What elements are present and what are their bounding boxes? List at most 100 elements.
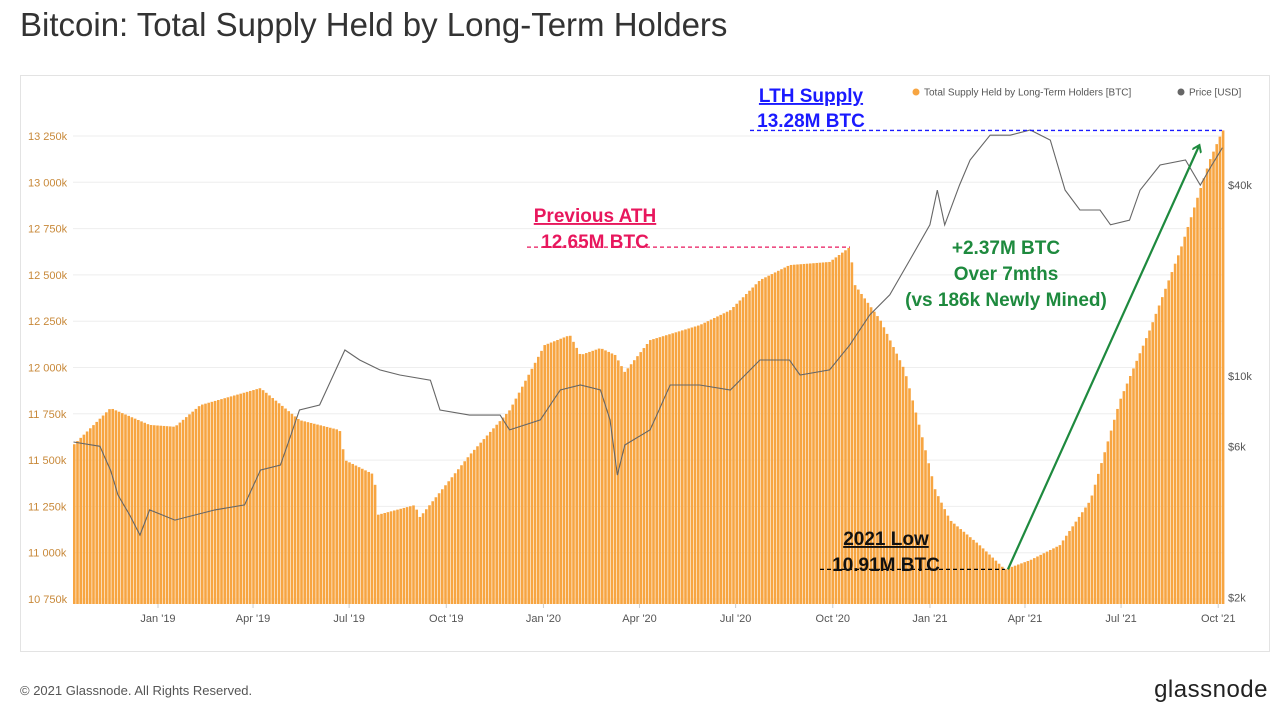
supply-bar [1049, 549, 1052, 604]
supply-bar [437, 493, 441, 604]
supply-bar [399, 508, 402, 604]
supply-bar [1157, 305, 1161, 604]
supply-bar [834, 257, 838, 604]
supply-bar [940, 502, 943, 604]
supply-bar [1205, 168, 1209, 604]
supply-bar [889, 340, 892, 604]
supply-bar [434, 497, 438, 604]
supply-bar [665, 335, 668, 604]
y-right-tick-label: $6k [1228, 441, 1246, 453]
supply-bar [671, 333, 674, 604]
supply-bar [457, 469, 460, 604]
copyright: © 2021 Glassnode. All Rights Reserved. [20, 683, 253, 698]
supply-bar [693, 326, 697, 604]
supply-bar [444, 485, 447, 604]
supply-bar [466, 457, 470, 604]
supply-bar [169, 426, 172, 604]
page-title: Bitcoin: Total Supply Held by Long-Term … [20, 6, 728, 43]
supply-bar [655, 338, 658, 604]
supply-bar [1193, 207, 1196, 604]
supply-bar [783, 267, 786, 604]
supply-bar [559, 338, 562, 604]
supply-bar [882, 327, 886, 604]
supply-bar [325, 426, 329, 604]
supply-bar [239, 393, 242, 604]
supply-bar [761, 278, 764, 604]
supply-bar [162, 425, 166, 604]
supply-bar [386, 512, 390, 604]
price-line [73, 129, 1223, 537]
x-tick-label: Jan '19 [140, 613, 175, 625]
supply-bar [217, 400, 220, 604]
supply-bar [415, 509, 418, 604]
supply-bar [546, 343, 550, 604]
supply-bar [396, 509, 399, 604]
supply-bar [745, 294, 748, 604]
y-tick-label: 10 750k [28, 594, 68, 606]
supply-bar [969, 537, 972, 604]
supply-bar [1189, 217, 1193, 604]
supply-bar [633, 360, 636, 604]
supply-bar [751, 287, 754, 604]
supply-bar [873, 311, 876, 604]
supply-bar [98, 418, 102, 604]
supply-bar [623, 371, 626, 604]
y-tick-label: 12 500k [28, 270, 68, 282]
supply-bar [585, 353, 588, 604]
supply-bar [1161, 297, 1164, 604]
supply-bar [789, 264, 793, 604]
supply-bar [306, 422, 310, 604]
prev-ath-label: Previous ATH [534, 206, 656, 227]
supply-bar [764, 277, 767, 604]
supply-bar [277, 403, 281, 604]
supply-bar [271, 398, 274, 604]
x-tick-label: Apr '20 [622, 613, 657, 625]
supply-bar [409, 506, 412, 604]
supply-bar [1074, 521, 1078, 604]
growth-line1: +2.37M BTC [952, 238, 1061, 259]
supply-bar [1007, 568, 1010, 604]
supply-bar [149, 425, 153, 604]
supply-bar [959, 529, 962, 604]
supply-bar [943, 509, 946, 604]
supply-bar [991, 557, 994, 604]
supply-bar [361, 468, 364, 604]
supply-bar [780, 269, 783, 604]
supply-bar [213, 400, 217, 604]
supply-bar [1138, 353, 1142, 604]
x-tick-label: Apr '19 [236, 613, 271, 625]
supply-bar [1068, 531, 1071, 604]
supply-bar [1212, 151, 1215, 605]
legend-price: Price [USD] [1189, 88, 1241, 99]
supply-bar [1036, 556, 1039, 604]
supply-bar [1084, 507, 1087, 604]
glassnode-logo: glassnode [1154, 676, 1268, 703]
supply-bar [450, 477, 454, 604]
supply-bar [191, 411, 194, 604]
supply-bar [1109, 430, 1113, 604]
supply-bar [604, 350, 607, 604]
supply-bar [617, 360, 620, 604]
supply-bar [175, 425, 178, 604]
supply-bar [738, 300, 742, 604]
supply-bar [511, 404, 514, 604]
supply-bar [1116, 408, 1119, 604]
supply-bar [165, 426, 169, 604]
y-tick-label: 11 000k [28, 548, 67, 560]
supply-bar [927, 463, 930, 604]
supply-bar [1077, 516, 1081, 604]
supply-bar [885, 333, 889, 604]
supply-bar [303, 421, 306, 604]
supply-bar [428, 505, 431, 604]
supply-bar [245, 391, 249, 604]
supply-bar [1093, 484, 1097, 604]
supply-bar [898, 360, 902, 604]
supply-bar [786, 265, 790, 604]
supply-bar [565, 336, 569, 604]
supply-bar [668, 334, 671, 604]
supply-bar [153, 425, 156, 604]
supply-bar [629, 364, 633, 604]
supply-bar [649, 340, 652, 604]
supply-bar [242, 392, 246, 604]
supply-bar [393, 510, 396, 604]
